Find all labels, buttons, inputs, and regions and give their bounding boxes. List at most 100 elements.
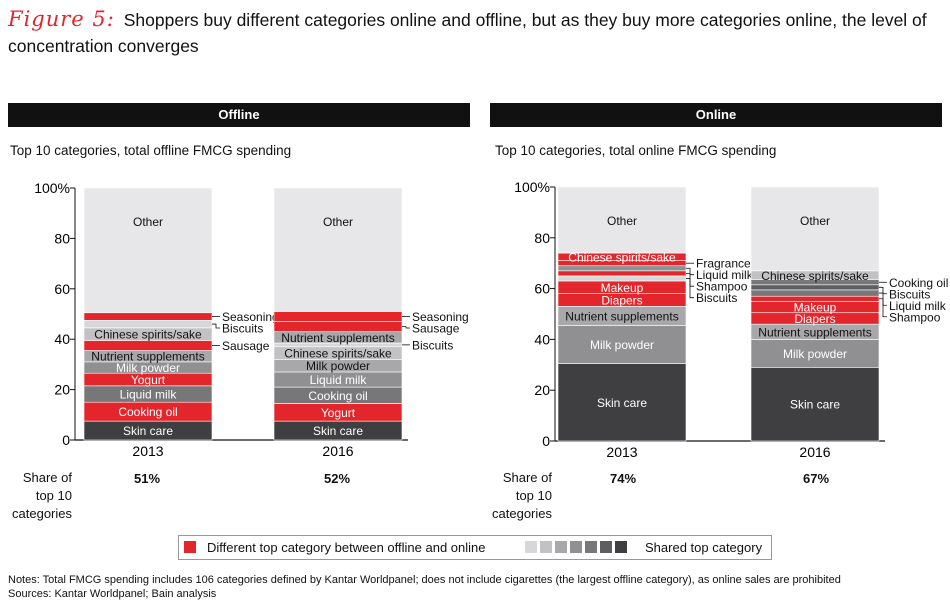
y-tick-label: 80 [54, 230, 70, 246]
segment-label: Milk powder [116, 361, 180, 375]
segment-label: Milk powder [306, 359, 370, 373]
x-tick-label: 2013 [132, 443, 163, 459]
segment-label: Milk powder [783, 347, 847, 361]
segment-label: Other [607, 214, 637, 228]
label-leader [686, 278, 694, 299]
segment-label: Biscuits [222, 322, 263, 336]
segment-label: Shampoo [889, 310, 941, 324]
segment-label: Sausage [412, 322, 460, 336]
bar-segment [557, 363, 687, 442]
label-leader [212, 323, 220, 329]
segment-label: Yogurt [321, 406, 356, 420]
share-label-line: Share of [22, 470, 72, 485]
segment-label: Biscuits [696, 291, 737, 305]
legend-swatch-shared [600, 541, 612, 553]
segment-label: Biscuits [412, 338, 453, 352]
y-tick-label: 40 [54, 331, 70, 347]
y-tick-label: 100% [514, 179, 550, 195]
segment-label: Milk powder [590, 338, 654, 352]
bar-segment [83, 187, 213, 314]
y-tick-label: 0 [62, 432, 70, 448]
segment-label: Skin care [123, 424, 173, 438]
share-label-line: categories [12, 506, 72, 521]
bar-segment [750, 367, 880, 442]
x-tick-label: 2013 [606, 444, 637, 460]
y-tick-label: 20 [534, 382, 550, 398]
segment-label: Liquid milk [889, 299, 947, 313]
panel-title-offline: Offline [8, 103, 470, 127]
label-leader [879, 286, 887, 295]
bar-segment [750, 284, 880, 291]
segment-label: Makeup [601, 281, 644, 295]
segment-label: Cooking oil [308, 389, 367, 403]
segment-label: Makeup [794, 301, 837, 315]
share-value-offline-2016: 52% [323, 471, 351, 486]
label-leader [879, 298, 887, 318]
legend-swatch-shared [540, 541, 552, 553]
segment-label: Liquid milk [696, 268, 754, 282]
notes-text: Notes: Total FMCG spending includes 106 … [8, 574, 841, 586]
segment-label: Chinese spirits/sake [284, 347, 392, 361]
share-label-line: top 10 [515, 488, 552, 503]
segment-label: Nutrient supplements [91, 350, 204, 364]
bar-segment [557, 265, 687, 272]
y-tick-label: 80 [534, 230, 550, 246]
share-value-online-2013: 74% [609, 471, 637, 486]
segment-label: Yogurt [131, 373, 166, 387]
x-tick-label: 2016 [799, 444, 830, 460]
label-leader [686, 267, 694, 276]
share-label-offline: Share of top 10 categories [2, 469, 72, 523]
segment-label: Shampoo [696, 280, 748, 294]
segment-label: Skin care [597, 396, 647, 410]
bar-segment [557, 275, 687, 282]
label-leader [402, 326, 410, 329]
y-tick-label: 60 [54, 281, 70, 297]
bar-segment [273, 311, 403, 322]
figure-label: Figure 5: [8, 7, 115, 31]
share-value-online-2016: 67% [802, 471, 830, 486]
legend-swatch-shared [615, 541, 627, 553]
figure-title-text: Shoppers buy different categories online… [8, 10, 927, 56]
bar-segment [750, 186, 880, 272]
y-tick-label: 0 [542, 433, 550, 449]
bar-segment [83, 312, 213, 321]
bar-segment [750, 289, 880, 297]
segment-label: Other [800, 214, 830, 228]
chart-online: 0 20 40 60 80 100% Skin care Milk powder Nutrien… [514, 179, 948, 460]
legend-swatch-shared [570, 541, 582, 553]
segment-label: Skin care [313, 424, 363, 438]
bar-segment [750, 295, 880, 302]
y-tick-label: 40 [534, 331, 550, 347]
y-tick-label: 60 [534, 281, 550, 297]
y-tick-label: 20 [54, 382, 70, 398]
legend-swatch-shared [555, 541, 567, 553]
share-label-line: categories [492, 506, 552, 521]
share-label-online: Share of top 10 categories [482, 469, 552, 523]
legend: Different top category between offline a… [178, 535, 772, 560]
x-tick-label: 2016 [322, 443, 353, 459]
bar-segment [557, 270, 687, 277]
legend-label-shared: Shared top category [645, 540, 763, 555]
segment-label: Liquid milk [120, 388, 178, 402]
figure-title: Figure 5: Shoppers buy different categor… [8, 6, 944, 59]
bar-segment [557, 325, 687, 364]
subtitle-online: Top 10 categories, total online FMCG spe… [495, 143, 777, 158]
panel-title-online: Online [490, 103, 942, 127]
share-label-line: top 10 [35, 488, 72, 503]
segment-label: Skin care [790, 398, 840, 412]
segment-label: Chinese spirits/sake [568, 250, 676, 264]
segment-label: Diapers [794, 312, 835, 326]
segment-label: Sausage [222, 339, 270, 353]
legend-swatch-shared [585, 541, 597, 553]
share-value-offline-2013: 51% [133, 471, 161, 486]
legend-swatch-different [184, 541, 196, 553]
share-label-line: Share of [502, 470, 552, 485]
segment-label: Liquid milk [310, 373, 368, 387]
sources-text: Sources: Kantar Worldpanel; Bain analysi… [8, 587, 217, 600]
segment-label: Cooking oil [889, 276, 948, 290]
segment-label: Chinese spirits/sake [761, 269, 869, 283]
segment-label: Fragrance [696, 257, 751, 271]
bar-segment [273, 321, 403, 332]
segment-label: Biscuits [889, 287, 930, 301]
legend-label-different: Different top category between offline a… [207, 540, 486, 555]
